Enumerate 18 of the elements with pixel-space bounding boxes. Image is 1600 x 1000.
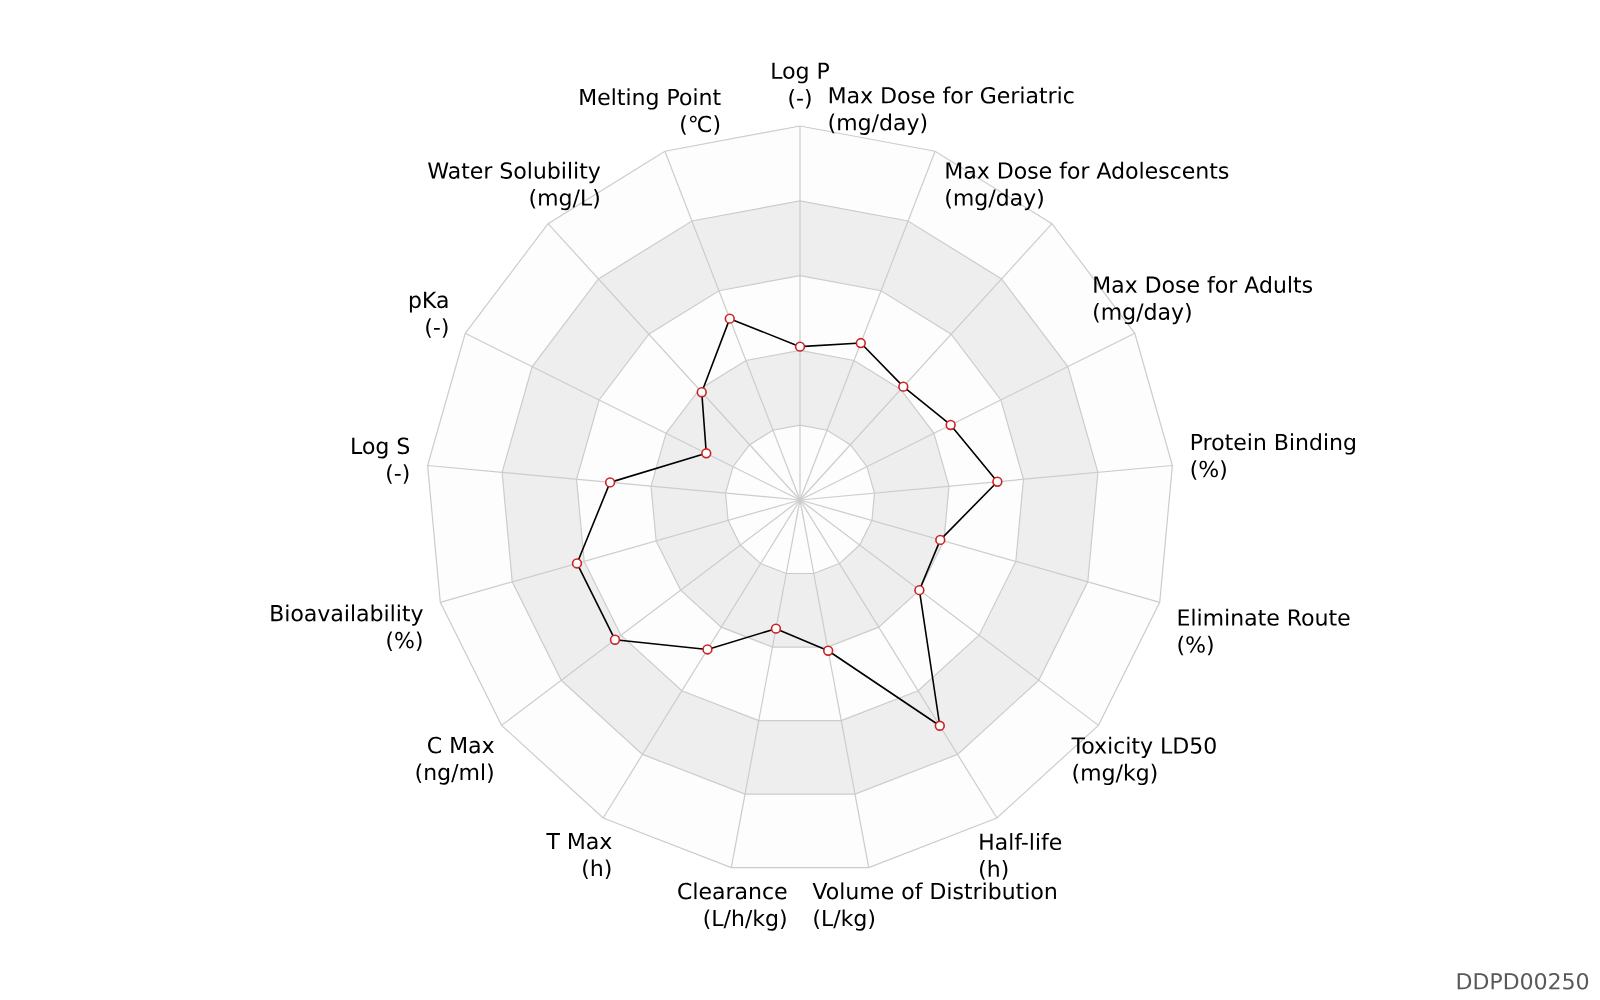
spoke-label: Log S (-)	[352, 437, 410, 484]
spoke-label: Volume of Distribution (L/kg)	[812, 882, 1056, 931]
spoke-label: Max Dose for Adolescents (mg/day)	[946, 161, 1229, 211]
spoke-label: pKa (-)	[409, 291, 448, 338]
text: DDPD00250	[1457, 972, 1589, 990]
spoke-label: Max Dose for Geriatric (mg/day)	[829, 86, 1074, 135]
spoke-label: T Max (h)	[546, 833, 612, 880]
spoke-label: Protein Binding (%)	[1191, 433, 1355, 480]
spoke-label: Toxicity LD50 (mg/kg)	[1071, 736, 1216, 786]
spoke-label: Water Solubility (mg/L)	[428, 161, 601, 211]
spoke-label: Eliminate Route (%)	[1178, 608, 1350, 656]
spoke-label: Log P (-)	[772, 62, 830, 109]
spoke-label: C Max (ng/ml)	[416, 736, 494, 785]
spoke-label: Max Dose for Adults (mg/day)	[1094, 275, 1313, 325]
spoke-label: Clearance (L/h/kg)	[678, 882, 787, 931]
spoke-label: Bioavailability (%)	[271, 604, 423, 652]
spoke-label: Melting Point (℃)	[580, 88, 721, 135]
spoke-label: Half-life (h)	[980, 833, 1062, 880]
